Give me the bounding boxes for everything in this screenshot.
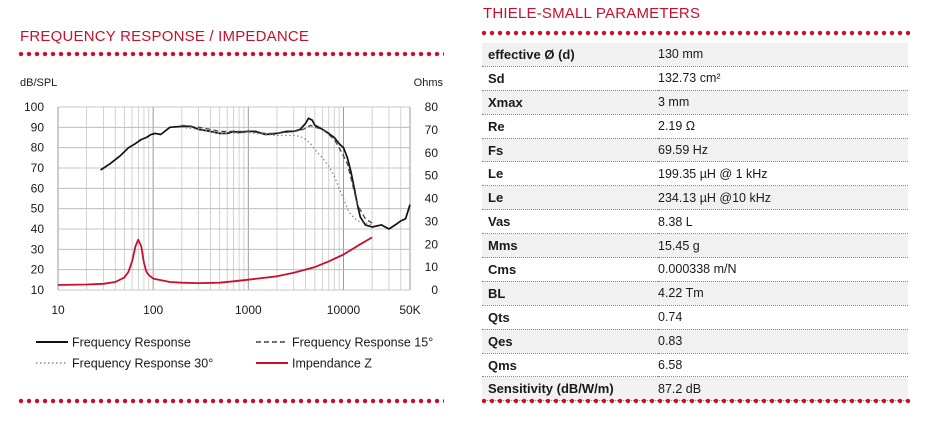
ts-param-value: 0.74 [658, 305, 908, 330]
frequency-response-chart: dB/SPL Ohms102030405060708090100010203040… [20, 77, 444, 371]
ts-param-name: Sd [482, 66, 658, 91]
ts-row: Xmax 3 mm [482, 90, 908, 115]
y2-tick-label: 50 [425, 169, 439, 183]
ts-row: Fs 69.59 Hz [482, 138, 908, 163]
x-tick-label: 100 [143, 303, 163, 317]
x-tick-label: 10 [51, 303, 65, 317]
thiele-small-table: effective Ø (d) 130 mm Sd 132.73 cm² Xmax 3 m… [482, 43, 908, 402]
y2-tick-label: 40 [425, 192, 439, 206]
ts-param-name: Le [482, 185, 658, 211]
y2-tick-label: 0 [431, 283, 438, 297]
ts-row: Sensitivity (dB/W/m) 87.2 dB [482, 376, 908, 402]
ts-param-value: 69.59 Hz [658, 138, 908, 163]
series-line-frequency-response-30 [181, 126, 373, 226]
ts-param-value: 87.2 dB [658, 376, 908, 402]
ts-param-value: 15.45 g [658, 233, 908, 259]
x-tick-label: 50K [399, 303, 420, 317]
ts-row: Cms 0.000338 m/N [482, 257, 908, 282]
y-tick-label: 10 [31, 283, 45, 297]
ts-row: Sd 132.73 cm² [482, 66, 908, 91]
ts-param-name: Vas [482, 209, 658, 235]
y2-tick-label: 20 [425, 237, 439, 251]
y-tick-label: 40 [31, 222, 45, 236]
bottom-dotted-divider-left [17, 398, 444, 404]
ts-param-name: Xmax [482, 90, 658, 115]
x-tick-label: 1000 [235, 303, 262, 317]
ts-row: Vas 8.38 L [482, 209, 908, 235]
ts-param-value: 199.35 µH @ 1 kHz [658, 161, 908, 187]
ts-param-value: 6.58 [658, 353, 908, 378]
y2-tick-label: 10 [425, 260, 439, 274]
ts-param-value: 234.13 µH @10 kHz [658, 185, 908, 211]
ts-param-value: 132.73 cm² [658, 66, 908, 91]
ts-param-name: Qes [482, 329, 658, 354]
ts-row: Le 234.13 µH @10 kHz [482, 185, 908, 211]
ts-param-value: 0.000338 m/N [658, 257, 908, 282]
y-tick-label: 70 [31, 161, 45, 175]
ts-param-name: Qms [482, 353, 658, 378]
ts-param-name: Qts [482, 305, 658, 330]
ts-row: effective Ø (d) 130 mm [482, 43, 908, 67]
ts-param-value: 3 mm [658, 90, 908, 115]
frequency-response-heading: FREQUENCY RESPONSE / IMPEDANCE [20, 28, 310, 45]
legend-label: Frequency Response 30° [72, 357, 213, 371]
series-line-frequency-response-15 [181, 124, 373, 224]
y2-tick-label: 80 [425, 100, 439, 114]
y-tick-label: 50 [31, 202, 45, 216]
y-tick-label: 80 [31, 141, 45, 155]
y2-tick-label: 60 [425, 146, 439, 160]
y-tick-label: 30 [31, 242, 45, 256]
ts-row: Re 2.19 Ω [482, 114, 908, 139]
y2-tick-label: 30 [425, 214, 439, 228]
ts-param-value: 0.83 [658, 329, 908, 354]
series-line-impendance-z [57, 236, 373, 286]
series-line-frequency-response [100, 117, 411, 230]
legend-label: Frequency Response 15° [292, 336, 433, 350]
y-tick-label: 90 [31, 120, 45, 134]
ts-row: Mms 15.45 g [482, 233, 908, 259]
ts-param-value: 130 mm [658, 43, 908, 67]
ts-param-name: BL [482, 281, 658, 306]
ts-param-name: Re [482, 114, 658, 139]
ts-row: Le 199.35 µH @ 1 kHz [482, 161, 908, 187]
thiele-small-heading: THIELE-SMALL PARAMETERS [483, 5, 701, 22]
y-tick-label: 20 [31, 263, 45, 277]
ts-param-name: Mms [482, 233, 658, 259]
ts-param-value: 2.19 Ω [658, 114, 908, 139]
y-tick-label: 100 [24, 100, 44, 114]
x-tick-label: 10000 [327, 303, 361, 317]
ts-param-name: effective Ø (d) [482, 43, 658, 67]
y2-axis-label: Ohms [414, 77, 444, 89]
bottom-dotted-divider-right [480, 398, 910, 404]
ts-param-name: Sensitivity (dB/W/m) [482, 376, 658, 402]
ts-param-name: Cms [482, 257, 658, 282]
thiele-small-dotted-divider [480, 30, 910, 36]
y2-tick-label: 70 [425, 123, 439, 137]
ts-param-name: Le [482, 161, 658, 187]
y-axis-label: dB/SPL [20, 77, 57, 89]
ts-row: BL 4.22 Tm [482, 281, 908, 306]
frequency-response-panel: FREQUENCY RESPONSE / IMPEDANCE dB/SPL Ohm… [0, 0, 460, 425]
ts-param-name: Fs [482, 138, 658, 163]
legend-label: Impendance Z [292, 357, 372, 371]
ts-param-value: 4.22 Tm [658, 281, 908, 306]
legend-label: Frequency Response [72, 336, 191, 350]
ts-row: Qes 0.83 [482, 329, 908, 354]
heading-dotted-divider [17, 51, 444, 57]
ts-param-value: 8.38 L [658, 209, 908, 235]
y-tick-label: 60 [31, 181, 45, 195]
ts-row: Qms 6.58 [482, 353, 908, 378]
ts-row: Qts 0.74 [482, 305, 908, 330]
